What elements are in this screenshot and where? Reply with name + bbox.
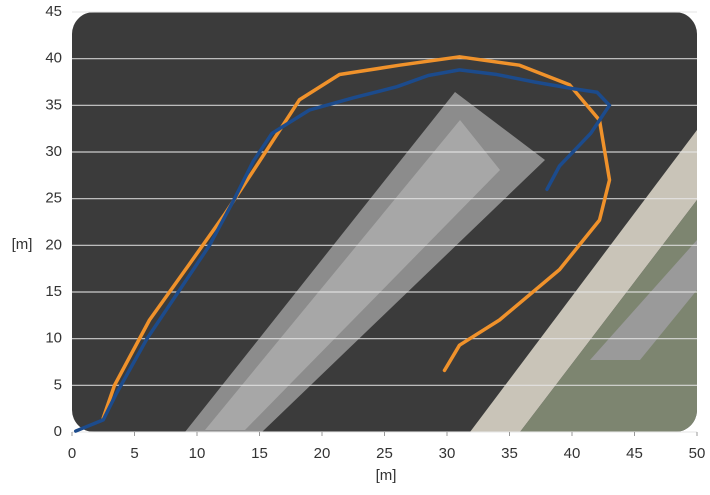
x-tick-label: 15 xyxy=(251,445,268,462)
x-tick-label: 25 xyxy=(376,445,393,462)
y-tick-label: 5 xyxy=(54,376,62,393)
x-tick-label: 10 xyxy=(189,445,206,462)
x-axis-label: [m] xyxy=(376,467,397,484)
y-tick-label: 0 xyxy=(54,423,62,440)
x-tick-label: 30 xyxy=(439,445,456,462)
y-tick-label: 30 xyxy=(45,143,62,160)
x-tick-label: 50 xyxy=(689,445,706,462)
y-tick-label: 15 xyxy=(45,283,62,300)
y-tick-label: 35 xyxy=(45,96,62,113)
y-tick-label: 10 xyxy=(45,330,62,347)
x-tick-label: 5 xyxy=(130,445,138,462)
x-tick-label: 35 xyxy=(501,445,518,462)
x-tick-label: 45 xyxy=(626,445,643,462)
y-tick-label: 25 xyxy=(45,190,62,207)
y-tick-label: 45 xyxy=(45,3,62,20)
x-tick-label: 0 xyxy=(68,445,76,462)
y-tick-label: 20 xyxy=(45,236,62,253)
x-tick-label: 40 xyxy=(564,445,581,462)
y-axis-label: [m] xyxy=(12,236,33,253)
y-tick-label: 40 xyxy=(45,50,62,67)
chart: [m] [m] 0 5 10 15 20 25 30 35 40 45 0 5 10 15 20 25 30 35… xyxy=(0,0,710,490)
x-tick-label: 20 xyxy=(314,445,331,462)
aerial-background xyxy=(72,12,697,432)
